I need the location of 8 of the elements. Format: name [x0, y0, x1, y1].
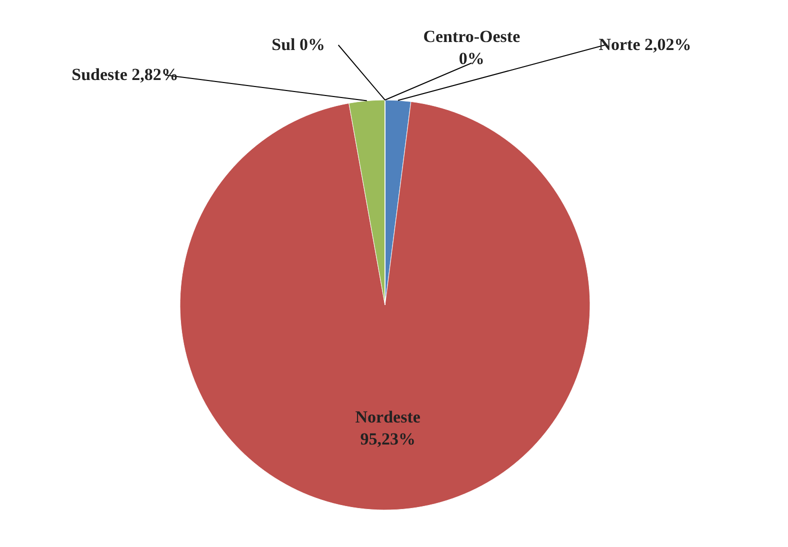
text: 0% [458, 49, 484, 68]
category-label: Centro-Oeste [423, 27, 520, 46]
data-label: 95,23% [360, 430, 416, 449]
pie-slice [180, 101, 590, 510]
slice-label: Sudeste 2,82% [72, 65, 178, 84]
category-label: Sul 0% [272, 35, 326, 54]
slice-label: Nordeste [355, 408, 421, 427]
slice-label: Norte 2,02% [598, 35, 692, 54]
